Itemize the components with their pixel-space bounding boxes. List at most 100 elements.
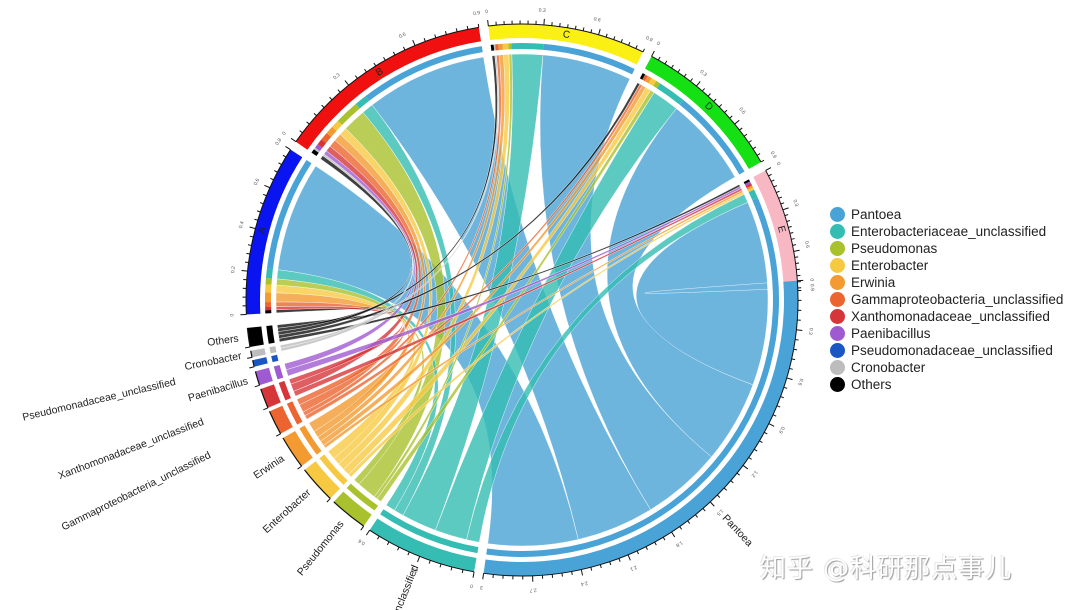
axis-line [765, 170, 799, 288]
axis-tick [299, 130, 303, 134]
tick-label: 1.5 [715, 508, 724, 517]
chords [275, 53, 769, 547]
band-segment [495, 44, 499, 51]
sample-label: A [256, 226, 268, 236]
axis-tick [275, 433, 281, 437]
axis-tick [778, 196, 783, 199]
tick-label: 0 [485, 9, 489, 15]
band-segment [653, 80, 661, 89]
band-segment [642, 74, 648, 82]
axis-tick [651, 50, 655, 57]
axis-tick [249, 366, 255, 369]
axis-tick [246, 252, 250, 255]
axis-tick [792, 244, 797, 246]
axis-tick [679, 526, 683, 530]
axis-line [252, 360, 255, 367]
axis-tick [263, 193, 267, 197]
axis-tick [671, 531, 676, 538]
legend-label: Xanthomonadaceae_unclassified [851, 309, 1050, 324]
legend-label: Others [851, 377, 892, 392]
tick-label: 0 [470, 582, 474, 588]
axis-tick [618, 558, 621, 562]
axis-tick [461, 569, 464, 574]
axis-tick [477, 23, 480, 28]
band-segment [355, 96, 370, 109]
band-segment [265, 277, 272, 285]
band-segment [337, 103, 360, 126]
band-segment [278, 380, 291, 401]
axis-tick [417, 556, 421, 563]
tick-label: 3 [480, 584, 484, 590]
axis-line [250, 350, 253, 358]
taxon-segment [252, 357, 268, 367]
chord-link [466, 194, 749, 543]
axis-tick [392, 51, 396, 56]
axis-tick [450, 566, 453, 571]
band-segment [493, 44, 496, 51]
axis-tick [780, 202, 785, 205]
band-segment [656, 83, 684, 105]
axis-tick [561, 573, 563, 577]
taxon-label: Pseudomonas [295, 518, 347, 578]
composition-band [265, 42, 779, 557]
legend-label: Cronobacter [851, 360, 926, 375]
legend-dot-icon [830, 258, 845, 273]
axis-tick [723, 487, 728, 491]
band-segment [265, 302, 272, 307]
band-segment [543, 43, 635, 75]
axis-tick [297, 465, 302, 470]
legend-dot-icon [830, 224, 845, 239]
axis-tick [716, 494, 721, 498]
legend-label: Erwinia [851, 275, 896, 290]
sample-label: B [374, 66, 386, 79]
band-segment [313, 147, 320, 153]
legend-item: Cronobacter [830, 359, 1063, 376]
axis-tick [245, 346, 251, 349]
chord-link [280, 55, 499, 352]
axis-tick [397, 546, 400, 551]
axis-line [333, 501, 365, 527]
band-segment [265, 309, 272, 314]
taxon-segment [333, 491, 372, 527]
axis-line [295, 26, 479, 142]
taxon-label: Pseudomonadaceae_unclassified [21, 376, 177, 424]
axis-line [268, 411, 282, 435]
sample-segment-C [488, 23, 643, 65]
axis-tick [383, 56, 386, 61]
axis-tick [263, 407, 269, 411]
chord-link [376, 90, 655, 502]
axis-tick [365, 529, 371, 536]
axis-tick [402, 46, 406, 51]
chord-link [323, 190, 744, 449]
chord-link [293, 188, 743, 397]
axis-tick [412, 39, 416, 46]
band-segment [679, 99, 745, 175]
band-segment [266, 160, 312, 270]
tick-label: 0.9 [777, 425, 786, 434]
tick-label: 0.6 [737, 106, 746, 115]
chord-link [285, 186, 742, 377]
legend-dot-icon [830, 309, 845, 324]
axis-tick [636, 550, 639, 555]
tick-label: 1.2 [750, 469, 759, 478]
band-segment [265, 306, 272, 311]
legend-label: Pseudomonas [851, 241, 938, 256]
band-segment [744, 181, 752, 187]
sample-segment-A [246, 149, 303, 315]
axis-tick [748, 140, 752, 143]
axis-tick [259, 202, 264, 205]
axis-tick [482, 573, 485, 580]
chord-link [304, 83, 643, 420]
axis-tick [796, 329, 803, 331]
taxon-segment [247, 326, 264, 347]
axis-tick [763, 431, 768, 435]
chord-link [635, 201, 769, 386]
axis-line [282, 437, 303, 467]
axis-tick [657, 56, 661, 61]
chord-link [374, 54, 513, 499]
axis-tick [768, 423, 775, 427]
tick-label: 0 [229, 313, 235, 316]
tick-label: 0.6 [398, 32, 407, 40]
axis-tick [760, 159, 765, 163]
